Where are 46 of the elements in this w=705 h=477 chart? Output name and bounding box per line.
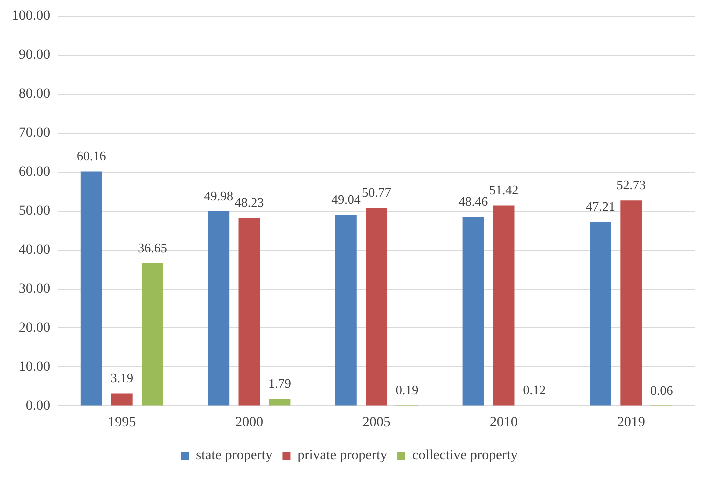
bar — [80, 172, 102, 406]
bar — [269, 399, 291, 406]
data-label: 48.46 — [458, 194, 489, 210]
legend-label: state property — [196, 448, 273, 464]
x-tick-label: 2010 — [490, 415, 518, 430]
y-tick-label: 70.00 — [19, 126, 50, 142]
bar — [142, 263, 164, 406]
bar — [493, 206, 515, 406]
data-label: 49.04 — [332, 192, 362, 207]
y-tick-label: 30.00 — [19, 282, 50, 297]
x-tick-label: 1995 — [108, 415, 136, 430]
y-tick-label: 20.00 — [19, 320, 50, 336]
bar — [336, 215, 357, 406]
bar — [366, 208, 388, 406]
y-tick-label: 90.00 — [19, 48, 50, 64]
x-tick-label: 2005 — [362, 415, 391, 430]
data-label: 60.16 — [76, 148, 107, 164]
bar — [111, 394, 133, 406]
legend-label: private property — [298, 448, 388, 464]
x-tick-label: 2000 — [235, 415, 264, 430]
data-label: 0.12 — [523, 382, 546, 398]
bar — [238, 218, 260, 406]
bar — [590, 222, 612, 406]
bar — [462, 217, 484, 406]
data-label: 50.77 — [362, 185, 392, 200]
data-label: 3.19 — [110, 370, 134, 386]
x-tick-label: 2019 — [617, 415, 646, 430]
data-label: 48.23 — [234, 195, 264, 210]
data-label: 49.98 — [204, 188, 234, 204]
y-tick-label: 40.00 — [19, 242, 50, 258]
y-tick-label: 50.00 — [19, 204, 50, 219]
data-label: 0.06 — [650, 382, 674, 398]
data-label: 52.73 — [616, 178, 646, 193]
data-label: 1.79 — [268, 376, 292, 392]
legend-label: collective property — [412, 448, 518, 464]
y-tick-label: 60.00 — [19, 164, 50, 180]
y-tick-label: 10.00 — [19, 360, 50, 375]
y-tick-label: 80.00 — [19, 87, 50, 102]
data-label: 36.65 — [138, 240, 168, 256]
y-tick-label: 100.00 — [12, 9, 50, 24]
bar — [208, 211, 230, 406]
data-label: 0.19 — [396, 382, 419, 398]
y-tick-label: 0.00 — [26, 398, 50, 414]
data-label: 47.21 — [586, 199, 616, 214]
data-label: 51.42 — [489, 182, 519, 198]
bar — [620, 200, 642, 406]
